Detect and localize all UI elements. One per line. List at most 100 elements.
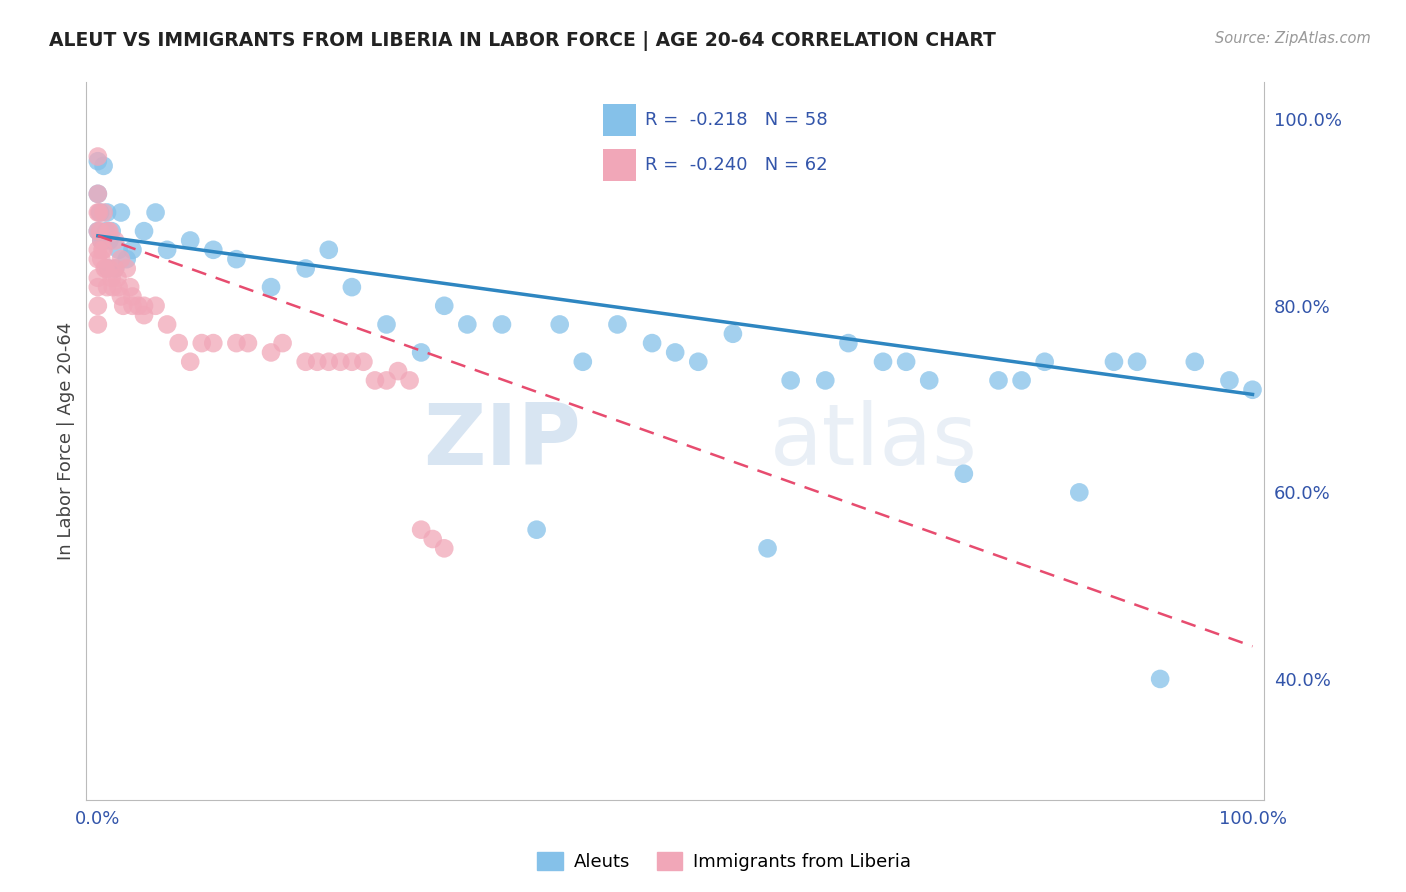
Point — [87, 186, 110, 201]
Point — [145, 205, 167, 219]
Point — [1241, 383, 1264, 397]
Point — [202, 243, 225, 257]
Point — [572, 355, 595, 369]
Point — [104, 234, 127, 248]
Legend: Aleuts, Immigrants from Liberia: Aleuts, Immigrants from Liberia — [530, 846, 918, 879]
Point — [104, 261, 127, 276]
Point — [433, 541, 456, 556]
Point — [190, 336, 212, 351]
Point — [93, 159, 115, 173]
Point — [90, 234, 112, 248]
Point — [90, 252, 112, 267]
Point — [756, 541, 779, 556]
Point — [97, 224, 120, 238]
Point — [87, 224, 110, 238]
Point — [1149, 672, 1171, 686]
Point — [91, 243, 114, 257]
Point — [127, 299, 149, 313]
Point — [664, 345, 686, 359]
Text: Source: ZipAtlas.com: Source: ZipAtlas.com — [1215, 31, 1371, 46]
Point — [93, 234, 115, 248]
Point — [1102, 355, 1125, 369]
Point — [260, 345, 283, 359]
Point — [87, 205, 110, 219]
Point — [364, 373, 387, 387]
Point — [1126, 355, 1149, 369]
Point — [271, 336, 294, 351]
Point — [1069, 485, 1091, 500]
Point — [814, 373, 837, 387]
Point — [98, 261, 121, 276]
Point — [98, 224, 121, 238]
Point — [145, 299, 167, 313]
Y-axis label: In Labor Force | Age 20-64: In Labor Force | Age 20-64 — [58, 322, 75, 560]
Point — [96, 205, 118, 219]
Text: ALEUT VS IMMIGRANTS FROM LIBERIA IN LABOR FORCE | AGE 20-64 CORRELATION CHART: ALEUT VS IMMIGRANTS FROM LIBERIA IN LABO… — [49, 31, 995, 51]
Point — [318, 243, 340, 257]
Point — [87, 186, 110, 201]
Point — [294, 355, 316, 369]
Point — [93, 243, 115, 257]
Point — [156, 243, 179, 257]
Point — [98, 234, 121, 248]
Point — [132, 308, 155, 322]
Point — [236, 336, 259, 351]
Point — [104, 261, 127, 276]
Point — [179, 355, 201, 369]
Point — [606, 318, 628, 332]
Point — [87, 318, 110, 332]
Point — [294, 261, 316, 276]
Point — [89, 224, 111, 238]
Point — [115, 252, 138, 267]
Point — [132, 224, 155, 238]
Point — [352, 355, 374, 369]
Point — [318, 355, 340, 369]
Point — [87, 299, 110, 313]
Point — [456, 318, 478, 332]
Point — [89, 205, 111, 219]
Point — [96, 280, 118, 294]
Point — [87, 252, 110, 267]
Point — [87, 224, 110, 238]
Point — [779, 373, 801, 387]
Point — [411, 523, 433, 537]
Point — [918, 373, 941, 387]
Point — [121, 289, 143, 303]
Point — [1011, 373, 1033, 387]
Text: ZIP: ZIP — [423, 400, 581, 483]
Point — [87, 243, 110, 257]
Point — [101, 280, 124, 294]
Point — [260, 280, 283, 294]
Point — [422, 532, 444, 546]
Point — [179, 234, 201, 248]
Point — [87, 270, 110, 285]
Point — [94, 224, 117, 238]
Point — [688, 355, 710, 369]
Point — [526, 523, 548, 537]
Point — [107, 280, 129, 294]
Point — [491, 318, 513, 332]
Point — [107, 243, 129, 257]
Point — [93, 205, 115, 219]
Point — [225, 336, 247, 351]
Point — [87, 280, 110, 294]
Point — [87, 205, 110, 219]
Point — [110, 289, 132, 303]
Point — [721, 326, 744, 341]
Point — [987, 373, 1010, 387]
Point — [225, 252, 247, 267]
Point — [1184, 355, 1206, 369]
Point — [202, 336, 225, 351]
Point — [87, 149, 110, 163]
Point — [110, 252, 132, 267]
Point — [411, 345, 433, 359]
Point — [110, 205, 132, 219]
Point — [94, 261, 117, 276]
Point — [340, 280, 363, 294]
Point — [433, 299, 456, 313]
Point — [894, 355, 917, 369]
Point — [387, 364, 409, 378]
Point — [121, 299, 143, 313]
Point — [1033, 355, 1056, 369]
Point — [167, 336, 190, 351]
